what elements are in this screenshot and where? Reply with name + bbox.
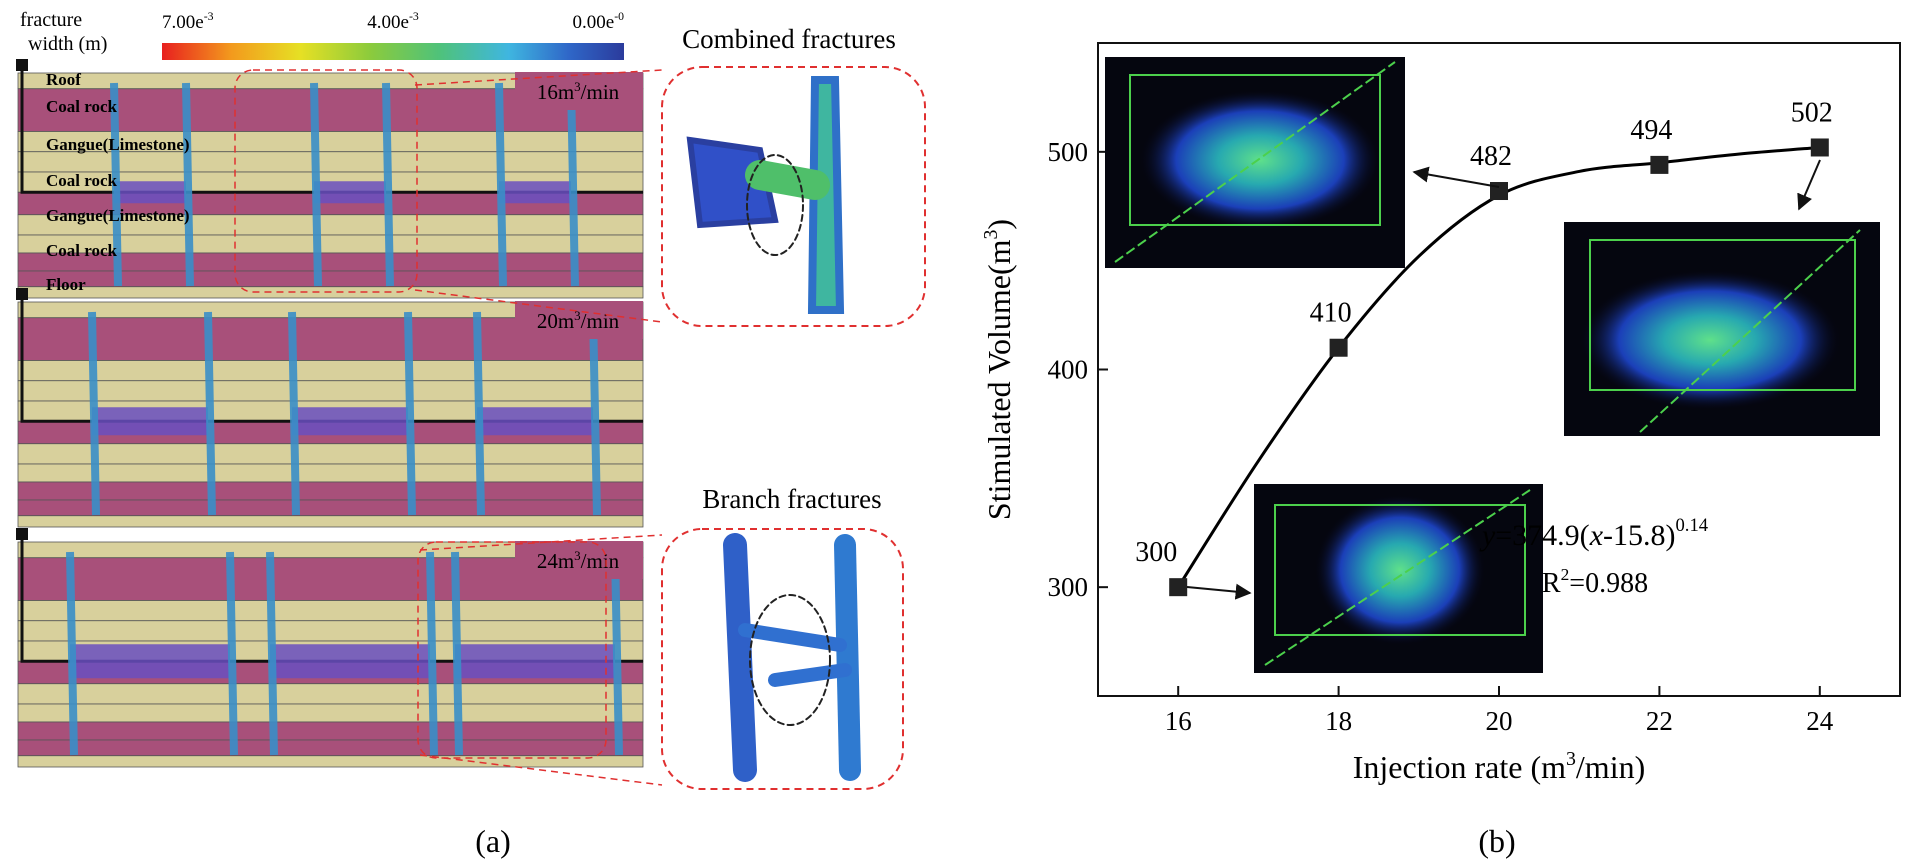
layer-panel: 20m3/min xyxy=(16,288,644,528)
colorbar xyxy=(162,43,624,60)
arrow xyxy=(1186,159,1821,600)
layer-label: Roof xyxy=(46,70,81,89)
rate-label: 24m3/min xyxy=(537,548,620,573)
data-point xyxy=(1810,138,1829,157)
layer-label: Floor xyxy=(46,275,86,294)
layer-panel: 16m3/min xyxy=(16,59,644,299)
layer-label: Coal rock xyxy=(46,241,118,260)
data-point xyxy=(1329,338,1348,357)
data-label: 300 xyxy=(1135,537,1177,568)
colorbar-label: 4.00e-3 xyxy=(367,10,419,33)
inset-title: Branch fractures xyxy=(702,484,881,514)
x-tick-label: 18 xyxy=(1325,706,1352,736)
data-point xyxy=(1490,182,1508,201)
layer-label: Gangue(Limestone) xyxy=(46,135,190,154)
data-point xyxy=(1169,578,1188,597)
y-tick-label: 400 xyxy=(1048,355,1089,385)
colorbar-title: fracture xyxy=(20,9,82,31)
rate-label: 16m3/min xyxy=(537,79,620,104)
colorbar-label: 0.00e-0 xyxy=(573,10,625,33)
colorbar-label: 7.00e-3 xyxy=(162,10,214,33)
inset-image xyxy=(1105,57,1880,673)
x-tick-label: 22 xyxy=(1646,706,1673,736)
data-point xyxy=(1650,155,1669,174)
fit-curve xyxy=(1176,145,1820,588)
x-tick-label: 20 xyxy=(1486,706,1513,736)
data-label: 494 xyxy=(1630,115,1672,146)
inset-fracture xyxy=(686,76,861,782)
layer-label: Coal rock xyxy=(46,171,118,190)
inset-frame xyxy=(661,528,904,790)
y-axis-label: Stimulated Volume(m3) xyxy=(980,219,1017,520)
layer-label: Coal rock xyxy=(46,97,118,116)
inset-title: Combined fractures xyxy=(682,24,896,54)
layer-label: Gangue(Limestone) xyxy=(46,206,190,225)
colorbar-title: width (m) xyxy=(28,33,107,55)
x-axis-label: Injection rate (m3/min) xyxy=(1353,748,1645,785)
y-tick-label: 500 xyxy=(1048,137,1089,167)
data-label: 410 xyxy=(1310,298,1352,329)
data-label: 502 xyxy=(1791,97,1833,128)
x-tick-label: 16 xyxy=(1165,706,1192,736)
data-label: 482 xyxy=(1470,141,1512,172)
fit-equation: y=374.9(x-15.8)0.14 xyxy=(1479,515,1708,552)
y-tick-label: 300 xyxy=(1048,572,1089,602)
panel-label: (a) xyxy=(475,823,511,859)
inset-frame xyxy=(661,66,926,327)
r-squared: R2=0.988 xyxy=(1542,565,1648,599)
panel-label: (b) xyxy=(1478,823,1515,859)
x-tick-label: 24 xyxy=(1806,706,1834,736)
layer-panel: 24m3/min xyxy=(16,528,644,768)
